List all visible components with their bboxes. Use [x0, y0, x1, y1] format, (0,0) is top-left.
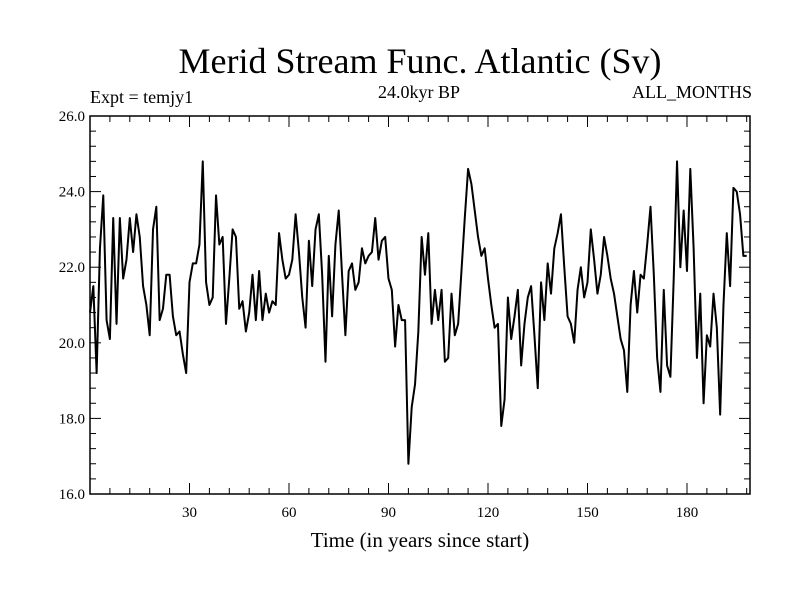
x-tick-label: 120	[477, 505, 500, 521]
x-tick-label: 60	[281, 505, 296, 521]
x-axis-label: Time (in years since start)	[311, 528, 530, 552]
y-tick-label: 18.0	[59, 411, 85, 427]
plot-frame	[89, 115, 751, 495]
y-tick-label: 22.0	[59, 260, 85, 276]
months-label: ALL_MONTHS	[632, 82, 752, 102]
x-tick-label: 90	[381, 505, 396, 521]
axis-tick-labels: 30 60 90 120 150 180 16.0 18.0 20.0 22.0 24.0 26.0	[59, 109, 698, 521]
x-tick-label: 150	[576, 505, 599, 521]
x-tick-label: 180	[676, 505, 699, 521]
expt-label: Expt = temjy1	[90, 87, 193, 107]
y-tick-label: 16.0	[59, 487, 85, 503]
period-label: 24.0kyr BP	[378, 82, 460, 102]
y-tick-label: 24.0	[59, 185, 85, 201]
x-tick-label: 30	[182, 505, 197, 521]
series-line	[89, 160, 747, 465]
chart-title: Merid Stream Func. Atlantic (Sv)	[179, 41, 662, 81]
y-tick-label: 26.0	[59, 109, 85, 125]
y-tick-label: 20.0	[59, 336, 85, 352]
